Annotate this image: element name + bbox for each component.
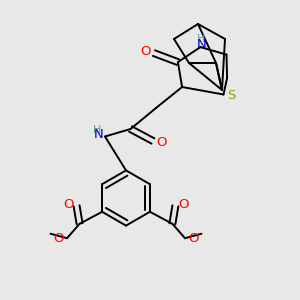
Text: H: H bbox=[197, 34, 206, 44]
Text: O: O bbox=[140, 45, 151, 58]
Text: O: O bbox=[188, 232, 199, 245]
Text: N: N bbox=[94, 128, 103, 142]
Text: O: O bbox=[63, 198, 74, 211]
Text: S: S bbox=[227, 89, 236, 103]
Text: N: N bbox=[196, 38, 206, 51]
Text: H: H bbox=[92, 125, 101, 135]
Text: O: O bbox=[156, 136, 167, 149]
Text: O: O bbox=[178, 198, 189, 211]
Text: O: O bbox=[53, 232, 64, 245]
